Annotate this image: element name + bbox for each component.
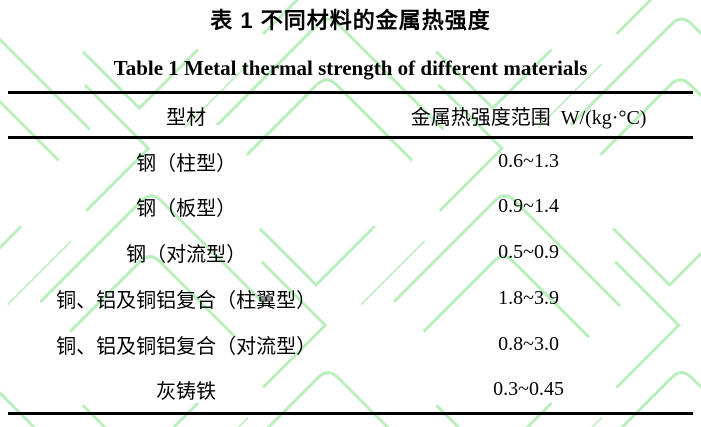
column-header-material: 型材 [166, 106, 207, 129]
range-cell: 0.3~0.45 [493, 378, 564, 401]
range-cell: 0.8~3.0 [498, 333, 559, 355]
material-cell: 钢（板型） [136, 198, 237, 220]
material-cell: 灰铸铁 [156, 381, 217, 404]
range-cell: 0.6~1.3 [498, 149, 559, 172]
material-cell: 钢（对流型） [126, 244, 247, 266]
range-cell: 0.9~1.4 [498, 195, 559, 217]
table-caption-chinese: 表 1 不同材料的金属热强度 [210, 8, 491, 33]
material-cell: 钢（柱型） [136, 152, 237, 175]
table-row: 钢（对流型） 0.5~0.9 [8, 230, 693, 276]
range-cell: 0.5~0.9 [498, 241, 559, 263]
material-cell: 铜、铝及铜铝复合（柱翼型） [56, 290, 317, 312]
thermal-strength-table: 型材 金属热强度范围 W/(kg·°C) 钢（柱型） 0.6~1.3 钢（板型）… [8, 91, 693, 415]
table-row: 钢（柱型） 0.6~1.3 [8, 138, 693, 184]
table-row: 铜、铝及铜铝复合（对流型） 0.8~3.0 [8, 322, 693, 368]
table-row: 钢（板型） 0.9~1.4 [8, 184, 693, 230]
table-header-row: 型材 金属热强度范围 W/(kg·°C) [8, 93, 693, 138]
table-block: 表 1 不同材料的金属热强度 Table 1 Metal thermal str… [8, 8, 693, 415]
range-cell: 1.8~3.9 [498, 287, 559, 309]
table-caption-english: Table 1 Metal thermal strength of differ… [113, 56, 588, 80]
table-row: 灰铸铁 0.3~0.45 [8, 368, 693, 414]
column-header-range: 金属热强度范围 W/(kg·°C) [410, 106, 647, 129]
table-row: 铜、铝及铜铝复合（柱翼型） 1.8~3.9 [8, 276, 693, 322]
material-cell: 铜、铝及铜铝复合（对流型） [56, 336, 317, 358]
